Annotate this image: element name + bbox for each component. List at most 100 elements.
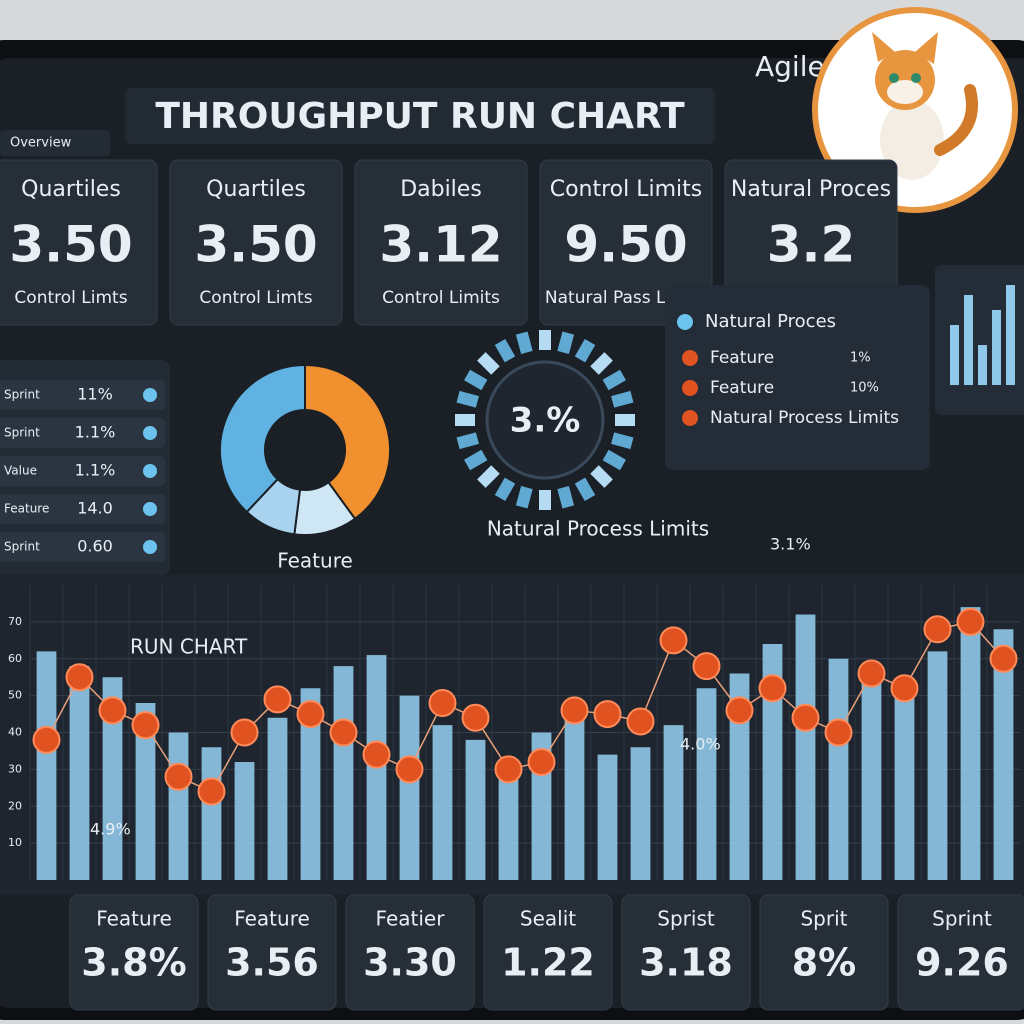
legend-name: Feature <box>710 378 774 398</box>
crumb-box <box>0 130 110 156</box>
gauge-tick <box>574 477 596 501</box>
dot <box>329 718 358 747</box>
bar <box>795 614 816 880</box>
gauge-tick <box>611 390 634 408</box>
gauge-tick <box>464 449 488 471</box>
kpi-card <box>0 159 158 326</box>
gauge-tick <box>590 352 613 375</box>
dot <box>791 703 820 732</box>
donut-slice <box>219 363 306 514</box>
bottom-label: Sprit <box>800 907 847 931</box>
dot <box>989 644 1018 673</box>
dot <box>890 674 919 703</box>
kpi-value: 3.2 <box>767 216 856 274</box>
gauge-face <box>485 360 605 480</box>
kpi-value: 3.50 <box>9 216 132 274</box>
kpi-label: Natural Proces <box>731 177 891 202</box>
list-dot <box>143 502 157 516</box>
y-tick-label: 30 <box>8 762 22 775</box>
list-value: 0.60 <box>77 537 113 556</box>
dot <box>593 700 622 729</box>
mini-bar <box>964 295 973 385</box>
bottom-value: 8% <box>792 941 857 985</box>
list-name: Sprint <box>4 540 40 554</box>
y-tick-label: 20 <box>8 799 22 812</box>
bottom-cards: Feature 3.8% Feature 3.56 Featier 3.30 Sealit 1… <box>69 894 1024 1011</box>
kpi-card <box>169 159 343 326</box>
kpi-label: Dabiles <box>400 177 482 202</box>
gauge-tick <box>602 449 626 471</box>
list-name: Sprint <box>4 426 40 440</box>
legend-name: Feature <box>710 348 774 368</box>
kpi-label: Control Limits <box>550 177 703 202</box>
list-row <box>0 532 165 562</box>
bar <box>597 754 618 880</box>
list-dot <box>143 464 157 478</box>
mini-bar <box>950 325 959 385</box>
list-dot <box>143 426 157 440</box>
gauge-tick <box>611 432 634 450</box>
gauge-caption: Natural Process Limits <box>487 517 709 541</box>
dot <box>428 689 457 717</box>
bar <box>69 666 90 880</box>
list-row <box>0 456 165 486</box>
bottom-value: 1.22 <box>501 941 595 985</box>
donut-slice <box>304 363 391 521</box>
bar <box>564 710 585 880</box>
bar <box>135 703 156 880</box>
bottom-card <box>345 894 475 1011</box>
kpi-value: 3.12 <box>379 216 502 274</box>
kpi-card <box>539 159 713 326</box>
bottom-value: 3.8% <box>81 941 186 985</box>
legend-panel: Natural Proces Feature 1% Feature 10% Natural… <box>665 285 930 470</box>
mini-bar <box>1006 285 1015 385</box>
legend-swatch <box>682 410 698 426</box>
bottom-value: 9.26 <box>915 941 1009 985</box>
gauge-tick <box>456 432 479 450</box>
list-name: Feature <box>4 502 49 516</box>
mini-bar <box>978 345 987 385</box>
dot <box>923 615 952 644</box>
dot <box>230 718 259 747</box>
dot <box>626 707 655 736</box>
legend-swatch <box>682 380 698 396</box>
bottom-label: Feature <box>96 907 172 931</box>
legend-swatch <box>677 314 693 330</box>
annotation: 4.0% <box>680 735 721 754</box>
crumb: Overview <box>10 136 72 151</box>
annotation: 3.1% <box>770 535 811 554</box>
bottom-card <box>69 894 199 1011</box>
list-dot <box>143 388 157 402</box>
title: THROUGHPUT RUN CHART <box>155 96 685 137</box>
kpi-label: Quartiles <box>21 177 121 202</box>
dot <box>659 626 688 655</box>
gauge-tick <box>464 369 488 391</box>
bottom-label: Sprint <box>932 907 992 931</box>
gauge: 3.% Natural Process Limits <box>455 330 709 541</box>
bar <box>828 658 849 880</box>
bottom-label: Featier <box>376 907 446 931</box>
list-dot <box>143 540 157 554</box>
y-tick-label: 50 <box>8 689 22 702</box>
bottom-value: 3.18 <box>639 941 733 985</box>
legend-value: 1% <box>850 351 871 366</box>
legend-value: 10% <box>850 381 879 396</box>
run-title: RUN CHART <box>130 635 248 659</box>
bottom-card <box>621 894 751 1011</box>
bar <box>465 739 486 880</box>
bottom-label: Sprist <box>657 907 715 931</box>
bar <box>663 725 684 880</box>
gauge-tick <box>456 390 479 408</box>
y-tick-label: 60 <box>8 652 22 665</box>
list-value: 1.1% <box>75 423 116 442</box>
bar <box>168 732 189 880</box>
dot <box>560 696 589 725</box>
bar <box>630 747 651 880</box>
bar <box>267 717 288 880</box>
gauge-tick <box>557 486 575 509</box>
bottom-card <box>897 894 1024 1011</box>
bar <box>201 747 222 880</box>
bottom-value: 3.56 <box>225 941 319 985</box>
y-tick-label: 10 <box>8 836 22 849</box>
